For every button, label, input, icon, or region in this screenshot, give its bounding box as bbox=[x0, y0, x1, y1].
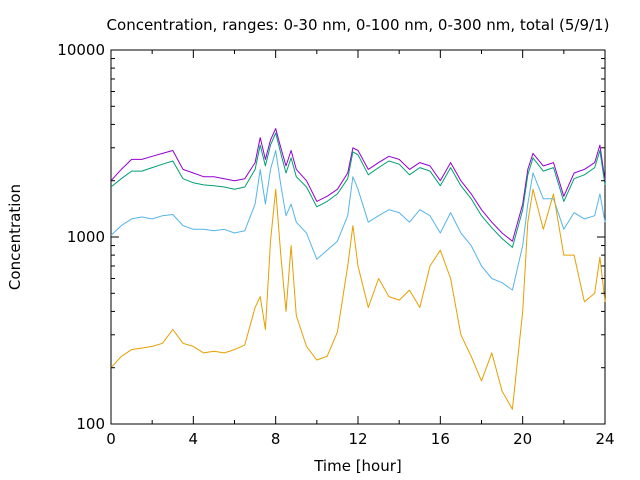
x-tick-label: 8 bbox=[271, 430, 281, 448]
series-layer bbox=[110, 128, 606, 410]
series-line-3 bbox=[110, 150, 606, 291]
x-tick-label: 16 bbox=[431, 430, 450, 448]
series-line-4 bbox=[110, 188, 606, 410]
plot-frame bbox=[110, 49, 606, 425]
y-tick-label: 1000 bbox=[67, 228, 105, 246]
series-line-1 bbox=[110, 128, 606, 242]
y-tick-label: 100 bbox=[76, 415, 105, 433]
x-tick-label: 20 bbox=[513, 430, 532, 448]
x-tick-label: 24 bbox=[595, 430, 614, 448]
x-axis-label: Time [hour] bbox=[313, 457, 402, 475]
y-axis-label: Concentration bbox=[6, 184, 24, 290]
ticks-layer: 0 4 8 12 16 20 24 100 1000 10000 bbox=[57, 41, 614, 448]
x-tick-label: 12 bbox=[348, 430, 367, 448]
chart-title: Concentration, ranges: 0-30 nm, 0-100 nm… bbox=[107, 16, 610, 34]
x-tick-label: 4 bbox=[189, 430, 199, 448]
x-tick-label: 0 bbox=[106, 430, 116, 448]
y-tick-label: 10000 bbox=[57, 41, 105, 59]
series-line-2 bbox=[110, 132, 606, 248]
